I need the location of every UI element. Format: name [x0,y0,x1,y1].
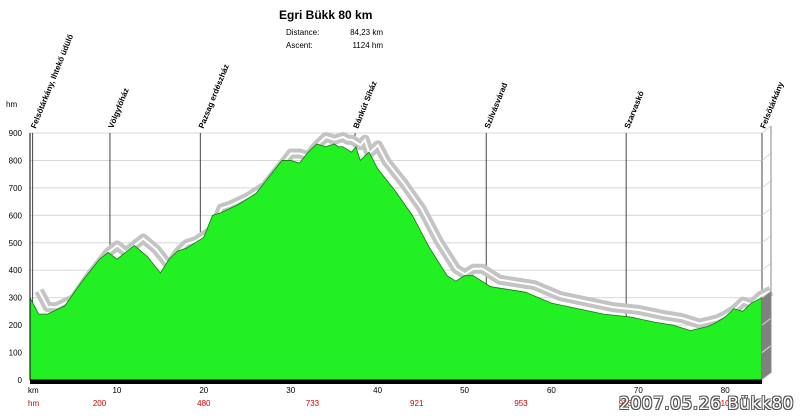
y-gridline-depth [761,180,772,189]
y-gridline-depth [761,207,772,216]
y-tick-label: 700 [9,184,23,193]
y-tick-label: 800 [9,156,23,165]
hm-row-label: hm [28,399,39,408]
waypoint-label: Bánkút Síház [352,80,379,130]
x-tick-label: 60 [547,386,556,395]
date-watermark: 2007.05.26 Bükk80 [619,394,794,414]
y-gridline-depth [761,345,772,353]
y-gridline-depth [761,290,772,299]
y-tick-label: 100 [9,349,23,358]
y-gridline-depth [761,125,772,134]
elevation-area [29,143,763,381]
hm-value: 973 [619,399,633,408]
ascent-value: 1124 hm [352,41,383,50]
x-tick-label: 50 [460,386,469,395]
y-gridline-depth [761,317,772,326]
waypoint-label: Felsőtárkány [759,80,786,130]
hm-value: 733 [306,399,320,408]
hm-value: 921 [410,399,424,408]
x-tick-label: 20 [199,386,208,395]
y-tick-label: 500 [9,239,23,248]
waypoint-label: Szarvaskő [623,90,646,130]
waypoint-label: Szilvásvárad [483,81,510,129]
x-tick-label: 40 [373,386,382,395]
waypoint-label: Pazsag erdészház [197,63,231,130]
distance-value: 84,23 km [350,28,383,37]
ascent-label: Ascent: [286,41,313,50]
y-tick-label: 900 [9,129,23,138]
hm-value: 200 [93,399,107,408]
hm-value: 953 [514,399,528,408]
waypoint-label: Felsőtárkány, Ihtekő üdülő [29,33,75,130]
y-unit-label: hm [6,100,17,109]
x-tick-label: 70 [634,386,643,395]
hm-value: 1088 [721,399,739,408]
y-tick-label: 600 [9,211,23,220]
chart-title: Egri Bükk 80 km [279,8,373,22]
x-tick-label: 10 [112,386,121,395]
y-gridline-depth [761,262,772,271]
y-gridline-depth [761,153,772,161]
x-tick-label: 30 [286,386,295,395]
y-tick-label: 0 [18,376,23,385]
y-tick-label: 400 [9,266,23,275]
x-axis-band [30,380,762,384]
profile-side-face [762,290,771,380]
x-tick-label: 80 [721,386,730,395]
hm-value: 480 [197,399,211,408]
y-gridline-depth [761,235,772,244]
y-tick-label: 300 [9,294,23,303]
x-unit-label: km [28,386,39,395]
waypoint-label: Völgyfőház [106,87,130,130]
y-gridline-depth [761,372,772,381]
distance-label: Distance: [286,28,320,37]
y-tick-label: 200 [9,321,23,330]
